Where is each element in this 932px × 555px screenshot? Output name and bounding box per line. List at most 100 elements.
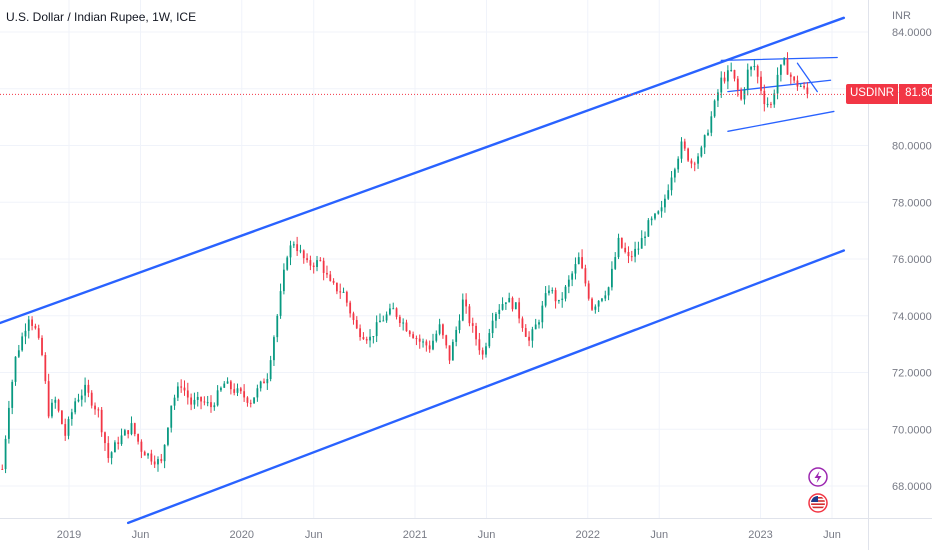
candle[interactable] — [557, 299, 560, 304]
candle[interactable] — [650, 216, 653, 226]
candle[interactable] — [365, 336, 368, 344]
candle[interactable] — [793, 75, 796, 84]
candle[interactable] — [143, 450, 146, 456]
candle[interactable] — [57, 398, 60, 413]
candle[interactable] — [249, 399, 252, 408]
candle[interactable] — [471, 317, 474, 333]
candle[interactable] — [309, 255, 312, 271]
candle[interactable] — [733, 69, 736, 82]
candle[interactable] — [412, 331, 415, 339]
candle[interactable] — [799, 83, 802, 88]
candle[interactable] — [123, 428, 126, 436]
candle[interactable] — [282, 263, 285, 295]
candle[interactable] — [173, 394, 176, 410]
candle[interactable] — [130, 416, 133, 436]
candle[interactable] — [190, 393, 193, 411]
candle[interactable] — [392, 302, 395, 310]
candle[interactable] — [465, 293, 468, 314]
triangle-top-trendline[interactable] — [720, 56, 838, 62]
candle[interactable] — [445, 334, 448, 349]
candle[interactable] — [312, 262, 315, 274]
candle[interactable] — [564, 285, 567, 302]
candle[interactable] — [667, 184, 670, 201]
candle[interactable] — [345, 290, 348, 307]
candle[interactable] — [634, 241, 636, 263]
candle[interactable] — [680, 137, 683, 163]
candle[interactable] — [253, 397, 255, 404]
candle[interactable] — [246, 396, 249, 407]
candle[interactable] — [736, 75, 739, 97]
lightning-icon[interactable] — [808, 467, 828, 487]
candle[interactable] — [541, 300, 544, 329]
candle[interactable] — [720, 71, 723, 98]
candle[interactable] — [51, 398, 53, 419]
candle[interactable] — [435, 330, 438, 343]
candle[interactable] — [488, 328, 491, 349]
candle[interactable] — [660, 200, 663, 218]
candle[interactable] — [233, 383, 236, 396]
candle[interactable] — [107, 436, 110, 463]
candle[interactable] — [601, 297, 603, 303]
candle[interactable] — [4, 435, 7, 474]
candle[interactable] — [524, 324, 527, 338]
candle[interactable] — [319, 257, 322, 262]
candle[interactable] — [34, 323, 37, 330]
candle[interactable] — [236, 383, 239, 397]
candle[interactable] — [41, 335, 43, 357]
candle[interactable] — [528, 331, 530, 347]
candle[interactable] — [518, 297, 521, 324]
candle[interactable] — [693, 161, 696, 172]
candle[interactable] — [597, 300, 600, 313]
candle[interactable] — [342, 287, 345, 293]
candle[interactable] — [637, 241, 640, 255]
candle[interactable] — [61, 409, 63, 425]
candle[interactable] — [481, 347, 484, 360]
candle[interactable] — [375, 315, 378, 343]
candle[interactable] — [700, 145, 703, 158]
candle[interactable] — [137, 433, 140, 445]
candle[interactable] — [703, 134, 706, 155]
candle[interactable] — [640, 230, 643, 249]
candle[interactable] — [7, 400, 10, 444]
candle[interactable] — [355, 316, 358, 330]
candle[interactable] — [607, 286, 610, 301]
candle[interactable] — [302, 249, 305, 264]
candle[interactable] — [627, 246, 630, 264]
candle[interactable] — [402, 318, 405, 331]
candle[interactable] — [485, 342, 487, 358]
candle[interactable] — [127, 430, 130, 439]
candle[interactable] — [730, 62, 733, 72]
candle[interactable] — [114, 440, 116, 453]
candle[interactable] — [717, 89, 719, 108]
channel-lower-trendline[interactable] — [126, 249, 846, 525]
candle[interactable] — [213, 402, 216, 411]
candle[interactable] — [644, 231, 646, 246]
triangle-bottom-trendline[interactable] — [727, 110, 835, 132]
candle[interactable] — [243, 384, 246, 402]
candle[interactable] — [362, 332, 365, 340]
candle[interactable] — [756, 64, 759, 84]
candle[interactable] — [584, 264, 587, 287]
candle[interactable] — [654, 212, 656, 221]
candle[interactable] — [422, 338, 424, 348]
candle[interactable] — [203, 396, 206, 406]
candle[interactable] — [80, 389, 83, 407]
candle[interactable] — [67, 416, 70, 440]
candle[interactable] — [766, 97, 769, 108]
candle[interactable] — [707, 129, 709, 137]
candle[interactable] — [408, 330, 411, 337]
candle[interactable] — [677, 156, 680, 173]
candle[interactable] — [352, 311, 355, 325]
candle[interactable] — [163, 444, 166, 469]
candle[interactable] — [349, 300, 352, 318]
candle[interactable] — [326, 265, 328, 279]
candle[interactable] — [31, 316, 33, 331]
candle[interactable] — [428, 340, 431, 353]
candle[interactable] — [475, 322, 477, 346]
candle[interactable] — [544, 286, 547, 308]
candle[interactable] — [316, 255, 318, 272]
candle[interactable] — [193, 392, 196, 409]
candle[interactable] — [133, 422, 136, 437]
candle[interactable] — [750, 65, 752, 77]
candle[interactable] — [574, 257, 577, 280]
